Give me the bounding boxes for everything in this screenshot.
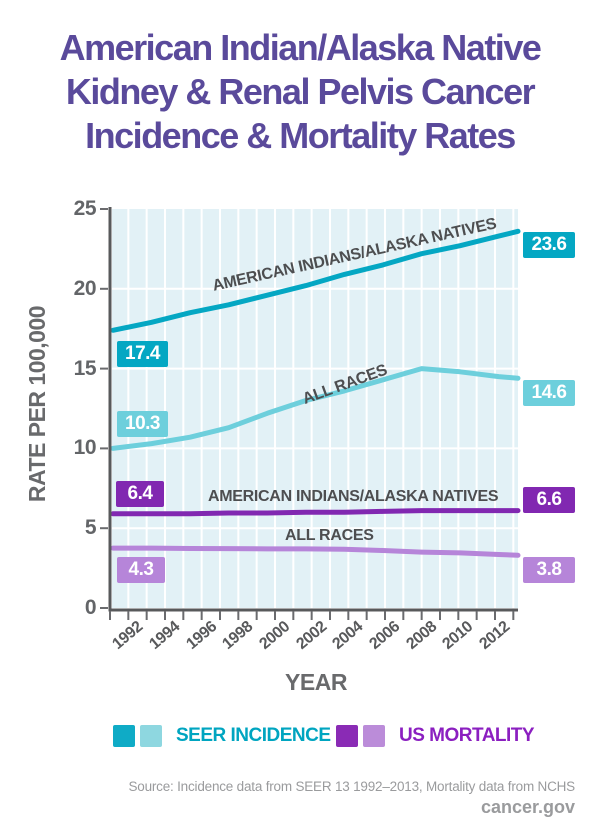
plot-background — [112, 209, 518, 608]
source-note: Source: Incidence data from SEER 13 1992… — [128, 779, 575, 794]
value-tag-incidence-all-end: 14.6 — [523, 380, 575, 406]
y-tick-label: 5 — [84, 516, 97, 540]
us-mortality-dark-swatch — [336, 724, 358, 747]
value-tag-mortality-all-end: 3.8 — [523, 557, 575, 583]
value-tag-mortality-aian-start: 6.4 — [116, 481, 164, 507]
series-line-3 — [110, 545, 521, 558]
value-tag-mortality-all-start: 4.3 — [117, 557, 165, 583]
page-title-line-1: American Indian/Alaska Native — [59, 27, 542, 68]
us-mortality-light-swatch — [363, 724, 385, 747]
value-tag-incidence-aian-start: 17.4 — [117, 341, 168, 367]
cancer-gov-wordmark: cancer.gov — [480, 797, 575, 817]
y-tick-label: 0 — [84, 596, 97, 619]
value-tag-mortality-aian-end: 6.6 — [523, 487, 575, 513]
y-tick-label: 20 — [73, 276, 97, 300]
page-title-line-2: Kidney & Renal Pelvis Cancer — [65, 71, 536, 112]
legend-seer-incidence: SEER INCIDENCE — [113, 724, 331, 747]
page-title-line-3: Incidence & Mortality Rates — [85, 115, 516, 156]
footer: Source: Incidence data from SEER 13 1992… — [128, 779, 575, 818]
value-tag-incidence-aian-end: 23.6 — [523, 232, 575, 258]
seer-incidence-dark-swatch — [113, 724, 135, 747]
annotation-mortality-aian: AMERICAN INDIANS/ALASKA NATIVES — [208, 488, 499, 505]
page-title: American Indian/Alaska Native Kidney & R… — [0, 26, 600, 158]
value-tag-incidence-all-start: 10.3 — [117, 411, 168, 437]
y-tick-label: 25 — [73, 197, 97, 220]
legend-label-seer-incidence: SEER INCIDENCE — [176, 724, 331, 746]
y-axis-title: RATE PER 100,000 — [24, 305, 50, 503]
series-line-1 — [110, 366, 521, 451]
y-tick-label: 15 — [73, 356, 97, 380]
legend-us-mortality: US MORTALITY — [336, 724, 535, 747]
y-tick-label: 10 — [73, 436, 97, 460]
series-line-0 — [110, 228, 521, 333]
annotation-mortality-all-races: ALL RACES — [285, 527, 374, 544]
series-line-2 — [110, 508, 521, 517]
legend-label-us-mortality: US MORTALITY — [399, 724, 535, 746]
seer-incidence-light-swatch — [140, 724, 162, 747]
x-axis-title: YEAR — [285, 669, 347, 695]
